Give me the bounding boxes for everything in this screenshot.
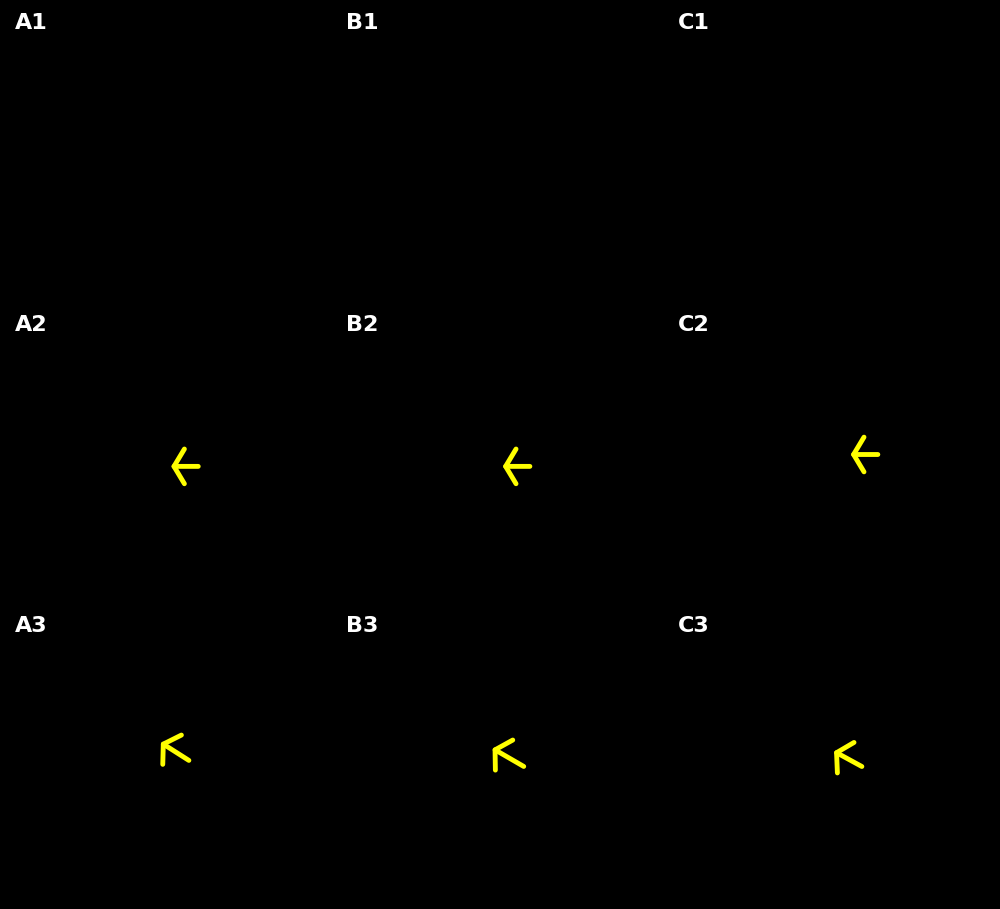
Text: A1: A1 [15,14,48,34]
Text: C1: C1 [678,14,710,34]
Text: B3: B3 [346,616,379,636]
Text: B2: B2 [346,315,379,335]
Text: C2: C2 [678,315,710,335]
Text: A3: A3 [15,616,47,636]
Text: A2: A2 [15,315,47,335]
Text: C3: C3 [678,616,710,636]
Text: B1: B1 [346,14,379,34]
